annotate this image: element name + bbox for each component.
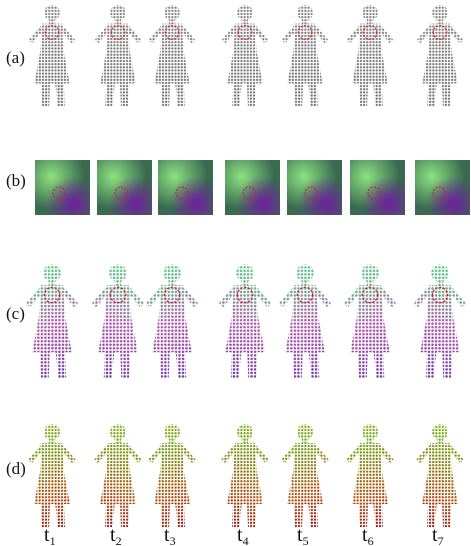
points [256,0,354,121]
points [255,402,355,542]
point-cloud [391,0,471,121]
silhouette [190,240,300,394]
time-label: t5 [297,524,309,546]
silhouette [250,240,360,394]
silhouette [390,402,471,542]
row-label: (c) [6,304,25,323]
figure: (a) (b) (c) (d) t1 t2 t3 t4 t5 t6 t7 [0,0,471,546]
point-cloud [190,240,300,394]
feature-map-shade [415,160,470,215]
point-cloud [195,402,295,542]
point-cloud [123,0,221,121]
feature-map-shade [225,160,280,215]
time-label: t6 [362,524,374,546]
points [321,0,419,121]
time-label: t3 [164,524,176,546]
feature-map-shade [35,160,90,215]
point-cloud [68,402,168,542]
silhouette [196,0,294,121]
silhouette [255,402,355,542]
time-label-sub: 6 [368,534,374,546]
silhouette [391,0,471,121]
points [69,0,167,121]
time-label-sub: 7 [438,534,444,546]
point-cloud [255,402,355,542]
point-cloud [122,402,222,542]
silhouette [117,240,227,394]
feature-map-shade [158,160,213,215]
points [385,240,471,394]
time-label-sub: 5 [303,534,309,546]
silhouette [321,0,419,121]
time-label: t1 [44,524,56,546]
points [320,402,420,542]
point-cloud [315,240,425,394]
feature-map-shade [287,160,342,215]
silhouette [315,240,425,394]
point-cloud [256,0,354,121]
points [315,240,425,394]
point-cloud [117,240,227,394]
point-cloud [321,0,419,121]
silhouette [256,0,354,121]
points [117,240,227,394]
points [123,0,221,121]
silhouette [195,402,295,542]
points [190,240,300,394]
silhouette [63,240,173,394]
silhouette [122,402,222,542]
points [390,402,471,542]
point-cloud [63,240,173,394]
point-cloud [196,0,294,121]
time-label: t7 [432,524,444,546]
silhouette [69,0,167,121]
time-label: t4 [237,524,249,546]
time-label-sub: 3 [170,534,176,546]
points [122,402,222,542]
points [391,0,471,121]
points [68,402,168,542]
time-label-sub: 1 [50,534,56,546]
row-label: (a) [6,48,25,67]
points [250,240,360,394]
silhouette [320,402,420,542]
feature-map-shade [97,160,152,215]
feature-map-shade [350,160,405,215]
point-cloud [385,240,471,394]
silhouette [68,402,168,542]
time-label: t2 [110,524,122,546]
time-label-sub: 2 [116,534,122,546]
silhouette [385,240,471,394]
row-label: (b) [6,171,26,190]
point-cloud [69,0,167,121]
row-label: (d) [6,459,26,478]
points [63,240,173,394]
point-cloud [320,402,420,542]
time-label-sub: 4 [243,534,249,546]
silhouette [123,0,221,121]
point-cloud [250,240,360,394]
points [196,0,294,121]
points [195,402,295,542]
point-cloud [390,402,471,542]
